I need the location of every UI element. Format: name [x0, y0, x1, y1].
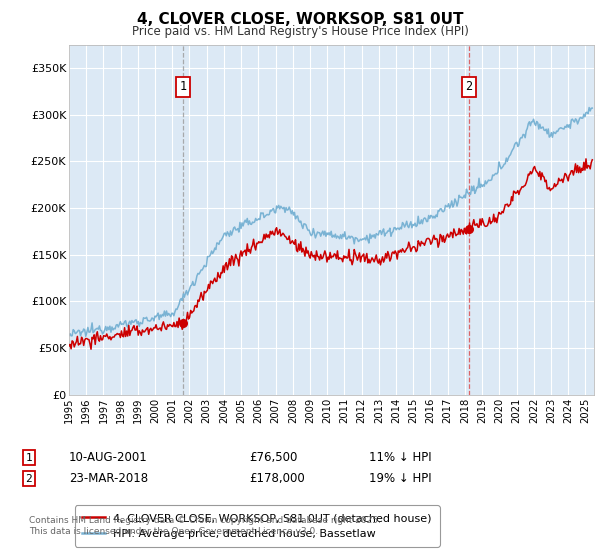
Text: 2: 2	[25, 474, 32, 484]
Text: £76,500: £76,500	[249, 451, 298, 464]
Text: 1: 1	[179, 80, 187, 94]
Text: 10-AUG-2001: 10-AUG-2001	[69, 451, 148, 464]
Text: 2: 2	[465, 80, 472, 94]
Text: 23-MAR-2018: 23-MAR-2018	[69, 472, 148, 486]
Text: 1: 1	[25, 452, 32, 463]
Text: 19% ↓ HPI: 19% ↓ HPI	[369, 472, 431, 486]
Text: Contains HM Land Registry data © Crown copyright and database right 2025.
This d: Contains HM Land Registry data © Crown c…	[29, 516, 380, 536]
Legend: 4, CLOVER CLOSE, WORKSOP, S81 0UT (detached house), HPI: Average price, detached: 4, CLOVER CLOSE, WORKSOP, S81 0UT (detac…	[74, 505, 440, 547]
Text: 4, CLOVER CLOSE, WORKSOP, S81 0UT: 4, CLOVER CLOSE, WORKSOP, S81 0UT	[137, 12, 463, 27]
Text: 11% ↓ HPI: 11% ↓ HPI	[369, 451, 431, 464]
Text: Price paid vs. HM Land Registry's House Price Index (HPI): Price paid vs. HM Land Registry's House …	[131, 25, 469, 38]
Text: £178,000: £178,000	[249, 472, 305, 486]
